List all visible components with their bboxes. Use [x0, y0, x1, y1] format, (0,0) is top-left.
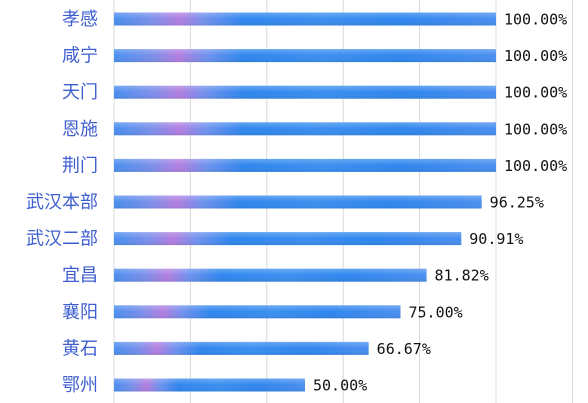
bar-shade [114, 12, 496, 26]
data-label: 90.91% [469, 230, 523, 248]
data-label: 81.82% [435, 267, 489, 285]
bar-shade [114, 305, 401, 319]
category-label: 恩施 [62, 119, 98, 140]
category-label: 鄂州 [62, 375, 98, 396]
bar-shade [114, 85, 496, 99]
bar-shade [114, 49, 496, 63]
category-label: 孝感 [62, 9, 98, 30]
category-label: 咸宁 [62, 46, 98, 67]
bar-shade [114, 122, 496, 136]
data-label: 100.00% [504, 47, 567, 65]
data-label: 66.67% [377, 340, 431, 358]
category-label: 武汉本部 [26, 192, 98, 213]
value-labels: 100.00% 100.00% 100.00% 100.00% 100.00% 96.25… [313, 11, 567, 395]
bar-shade [114, 341, 369, 355]
data-label: 100.00% [504, 84, 567, 102]
category-label: 荆门 [62, 155, 98, 176]
data-label: 100.00% [504, 157, 567, 175]
data-label: 75.00% [409, 303, 463, 321]
category-label: 天门 [62, 82, 98, 103]
data-label: 100.00% [504, 120, 567, 138]
bar-shade [114, 378, 305, 392]
bar-shade [114, 268, 427, 282]
data-label: 96.25% [490, 194, 544, 212]
bar-shade [114, 232, 462, 246]
bar-shade [114, 195, 482, 209]
data-label: 100.00% [504, 11, 567, 29]
category-label: 襄阳 [62, 302, 98, 323]
category-label: 黄石 [62, 338, 98, 359]
category-label: 武汉二部 [26, 229, 98, 250]
bars [114, 12, 496, 392]
bar-shade [114, 158, 496, 172]
data-label: 50.00% [313, 377, 367, 395]
category-label: 宜昌 [62, 265, 98, 286]
